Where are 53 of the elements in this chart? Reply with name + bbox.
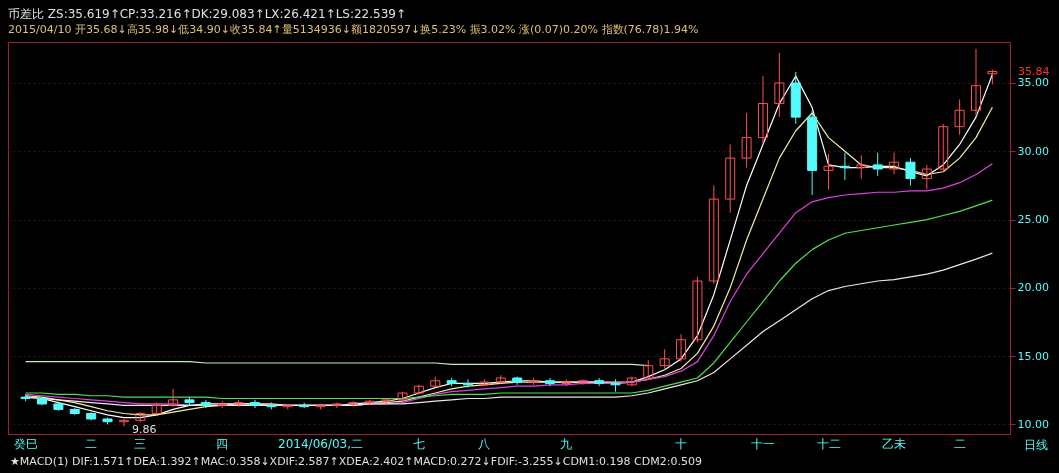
candlestick xyxy=(544,377,555,387)
x-tick-label: 七 xyxy=(412,436,425,451)
candlestick xyxy=(676,333,687,363)
candlestick xyxy=(741,112,752,169)
candlestick xyxy=(708,184,719,285)
x-tick-label: 九 xyxy=(560,436,573,451)
y-tick-label: 35.00 xyxy=(1017,76,1049,90)
annotation: 9.86 xyxy=(131,423,157,437)
candlestick xyxy=(938,123,949,173)
candlestick xyxy=(594,377,605,387)
candlestick xyxy=(872,152,883,177)
x-tick-label: 二 xyxy=(953,436,966,451)
y-tick-label: 15.00 xyxy=(1017,349,1049,363)
chart-title: 币差比 ZS:35.619↑CP:33.216↑DK:29.083↑LX:26.421↑LS:22.539↑ xyxy=(8,7,407,21)
y-tick-label: 25.00 xyxy=(1017,213,1049,227)
x-tick-label: 十一 xyxy=(750,436,775,451)
y-tick-label: 20.00 xyxy=(1017,281,1049,295)
x-tick-label: 2014/06/03,二 xyxy=(278,436,364,451)
candlestick xyxy=(381,397,392,405)
candlestick xyxy=(168,388,179,408)
candlestick xyxy=(725,143,736,214)
candlestick xyxy=(823,153,834,191)
x-tick-label: 乙未 xyxy=(882,436,907,451)
text: ★MACD(1) DIF:1.571↑DEA:1.392↑MAC:0.358↓XDIF:2.587↑XDEA:2.402↑MACD:0.272↓FDIF:-3.255↓CDM1:0.198 CDM2:0.509 xyxy=(10,455,702,468)
candlestick xyxy=(200,399,211,409)
x-tick-label: 四 xyxy=(216,436,229,451)
text: 日线 xyxy=(1024,438,1048,452)
x-tick-label: 三 xyxy=(134,436,147,451)
candlestick xyxy=(118,418,129,427)
candlestick xyxy=(250,399,261,409)
candlestick xyxy=(413,384,424,395)
text: 35.84 xyxy=(1018,64,1050,78)
candlestick xyxy=(954,98,965,136)
y-tick-label: 30.00 xyxy=(1017,144,1049,158)
candlestick xyxy=(889,152,900,175)
x-tick-label: 癸巳 xyxy=(13,436,38,451)
x-tick-label: 十 xyxy=(675,436,688,451)
candlestick xyxy=(921,164,932,191)
candlestick xyxy=(905,157,916,186)
candlestick xyxy=(774,52,785,118)
candlestick xyxy=(856,154,867,180)
y-tick-label: 10.00 xyxy=(1017,417,1049,431)
chart-subtitle: 2015/04/10 开35.68↓高35.98↓低34.90↓收35.84↑量5134936↓额1820597↓换5.23% 振3.02% 涨(0.07)0.20% 指数(76.78)1.94% xyxy=(8,23,699,36)
candlestick xyxy=(626,376,637,387)
candlestick xyxy=(659,348,670,371)
x-tick-label: 八 xyxy=(478,436,491,451)
candlestick xyxy=(970,48,982,117)
candlestick xyxy=(610,378,621,393)
candlestick xyxy=(692,276,703,343)
candlestick xyxy=(757,75,768,145)
candlestick xyxy=(643,359,654,380)
x-tick-label: 十二 xyxy=(816,436,841,451)
x-tick-label: 二 xyxy=(85,436,98,451)
